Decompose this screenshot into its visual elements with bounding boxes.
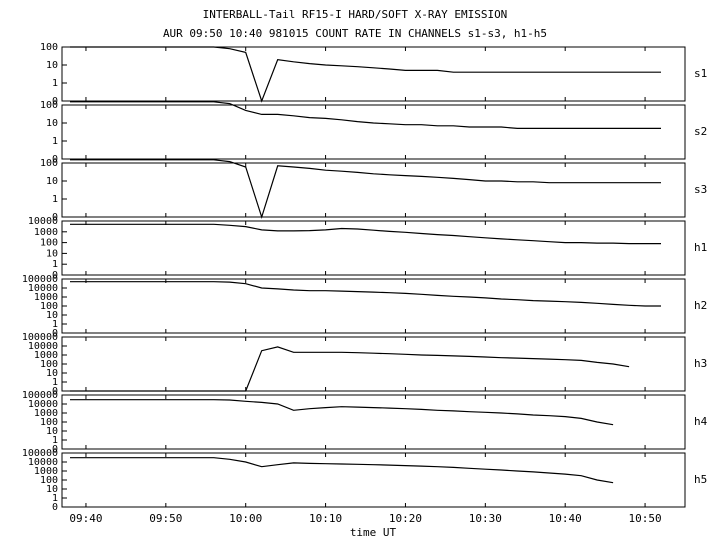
y-tick-label: 100 [40,100,58,111]
y-tick-label: 10000 [28,341,58,352]
panel-label: h3 [694,357,707,370]
y-tick-label: 100000 [22,390,58,401]
y-tick-label: 10 [46,176,58,187]
data-line [70,457,614,484]
y-tick-label: 1000 [34,350,58,361]
y-tick-label: 10 [46,248,58,259]
y-tick-label: 1 [52,259,58,270]
panel-label: s1 [694,67,707,80]
panel-frame [61,336,686,392]
y-tick-label: 10 [46,484,58,495]
panel-label: s2 [694,125,707,138]
x-tick-label: 10:40 [549,512,582,525]
panel-label: h4 [694,415,708,428]
x-tick-label: 09:40 [69,512,102,525]
y-tick-label: 100 [40,301,58,312]
x-tick-label: 10:20 [389,512,422,525]
y-tick-label: 100000 [22,448,58,459]
panel-frame [61,104,686,160]
panel-frame [61,162,686,218]
y-tick-label: 0 [52,386,58,397]
y-tick-label: 10000 [28,399,58,410]
y-tick-label: 100 [40,42,58,53]
y-tick-label: 10 [46,310,58,321]
y-tick-label: 1000 [34,466,58,477]
x-axis-label: time UT [350,526,397,539]
y-tick-label: 100 [40,475,58,486]
y-tick-label: 1000 [34,292,58,303]
y-tick-label: 1 [52,194,58,205]
x-tick-label: 10:00 [229,512,262,525]
panel-frame [61,394,686,450]
panel-label: h5 [694,473,707,486]
y-tick-label: 1000 [34,408,58,419]
y-tick-label: 10 [46,118,58,129]
y-tick-label: 100 [40,238,58,249]
y-tick-label: 100000 [22,274,58,285]
x-tick-label: 09:50 [149,512,182,525]
panel-label: h1 [694,241,707,254]
x-tick-label: 10:50 [629,512,662,525]
panel-frame [61,220,686,276]
y-tick-label: 1 [52,78,58,89]
y-tick-label: 1 [52,377,58,388]
panel-frame [61,278,686,334]
y-tick-label: 1 [52,319,58,330]
data-line [70,159,661,219]
y-tick-label: 1 [52,493,58,504]
y-tick-label: 0 [52,502,58,513]
y-tick-label: 1000 [34,227,58,238]
y-tick-label: 10 [46,60,58,71]
chart-subtitle: AUR 09:50 10:40 981015 COUNT RATE IN CHA… [163,27,547,40]
data-line [70,101,661,129]
panel-label: h2 [694,299,707,312]
data-line [70,46,661,103]
y-tick-label: 0 [52,328,58,339]
y-tick-label: 10 [46,368,58,379]
panel-frame [61,452,686,508]
x-tick-label: 10:10 [309,512,342,525]
panel-frame [61,46,686,102]
data-line [70,281,661,307]
y-tick-label: 0 [52,154,58,165]
y-tick-label: 1 [52,435,58,446]
y-tick-label: 100 [40,158,58,169]
y-tick-label: 100 [40,417,58,428]
data-line [70,223,661,245]
data-line [70,346,630,392]
y-tick-label: 0 [52,270,58,281]
y-tick-label: 10000 [28,216,58,227]
y-tick-label: 100 [40,359,58,370]
y-tick-label: 10000 [28,283,58,294]
data-line [70,399,614,426]
y-tick-label: 0 [52,212,58,223]
y-tick-label: 1 [52,136,58,147]
chart-title: INTERBALL-Tail RF15-I HARD/SOFT X-RAY EM… [203,8,508,21]
y-tick-label: 0 [52,444,58,455]
x-tick-label: 10:30 [469,512,502,525]
y-tick-label: 10 [46,426,58,437]
y-tick-label: 100000 [22,332,58,343]
y-tick-label: 0 [52,96,58,107]
y-tick-label: 10000 [28,457,58,468]
panel-label: s3 [694,183,707,196]
